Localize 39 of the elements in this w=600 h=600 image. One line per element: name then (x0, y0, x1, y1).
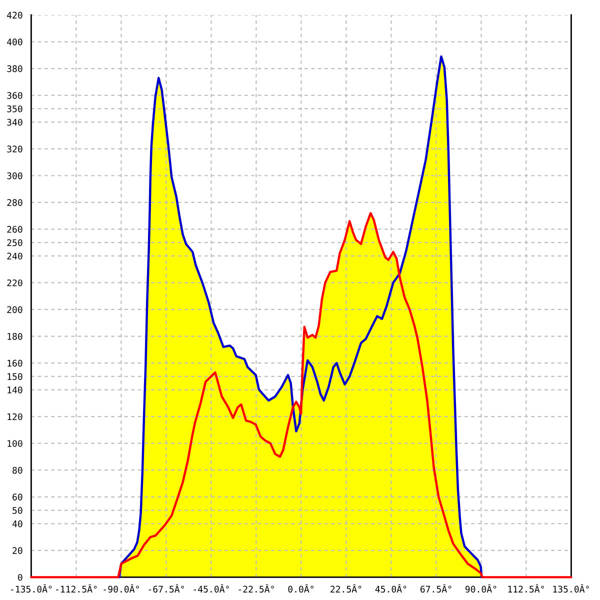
y-tick-label: 240 (7, 252, 22, 260)
y-tick-label: 250 (7, 239, 22, 246)
y-tick-label: 160 (8, 360, 22, 367)
y-tick-label: 0 (18, 574, 22, 581)
x-tick-label: -22.5Â° (238, 584, 274, 593)
y-tick-label: 80 (12, 466, 22, 474)
y-tick-label: 220 (7, 279, 22, 286)
y-tick-label: 50 (12, 507, 22, 514)
x-tick-label: 67.5Â° (420, 584, 452, 593)
x-tick-label: 90.0Â° (465, 584, 496, 593)
x-tick-label: -112.5Â° (56, 584, 97, 593)
y-tick-label: 400 (7, 38, 22, 46)
y-tick-label: 350 (7, 105, 22, 112)
y-tick-label: 360 (7, 92, 22, 99)
y-tick-label: 40 (12, 520, 22, 528)
x-tick-label: 22.5Â° (330, 584, 362, 593)
y-tick-label: 200 (7, 306, 22, 314)
y-tick-label: 140 (8, 386, 22, 394)
x-tick-label: -45.0Â° (194, 584, 229, 593)
y-tick-label: 180 (8, 333, 22, 340)
y-tick-label: 420 (7, 12, 22, 19)
x-tick-label: 0.0Â° (288, 584, 314, 593)
y-tick-label: 260 (7, 226, 22, 233)
x-tick-label: 112.5Â° (508, 584, 544, 593)
y-tick-label: 60 (12, 494, 22, 500)
y-tick-label: 340 (7, 118, 22, 126)
y-tick-label: 280 (7, 199, 22, 206)
x-tick-label: -135.0Â° (11, 584, 52, 593)
y-tick-label: 380 (7, 65, 22, 72)
x-tick-label: -67.5Â° (148, 584, 184, 593)
x-tick-label: -90.0Â° (104, 584, 139, 593)
y-tick-label: 100 (8, 440, 22, 447)
x-tick-label: 135.0Â° (553, 584, 589, 593)
y-tick-label: 20 (12, 547, 22, 554)
y-tick-label: 320 (7, 146, 22, 152)
x-tick-label: 45.0Â° (375, 584, 406, 593)
y-tick-label: 120 (8, 413, 22, 420)
y-tick-label: 150 (8, 373, 22, 380)
y-tick-label: 300 (7, 172, 22, 180)
